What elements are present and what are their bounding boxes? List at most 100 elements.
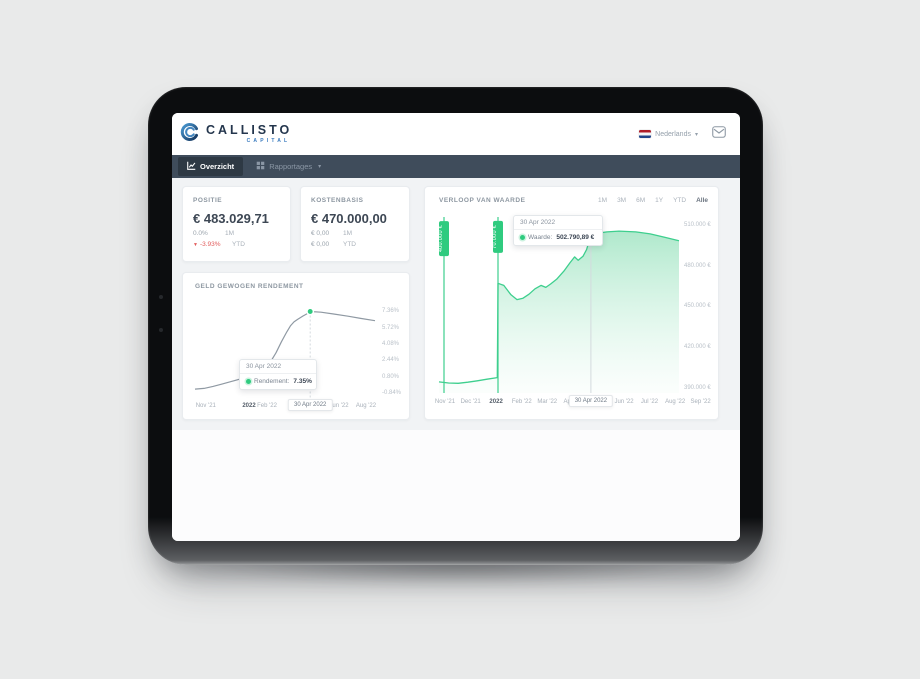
camera-icon [159,295,163,299]
series-dot-icon [246,379,251,384]
period-label: YTD [343,241,356,248]
y-axis-tick: 7.36% [382,308,400,315]
range-button-ytd[interactable]: YTD [673,197,687,204]
kostenbasis-value: € 470.000,00 [311,211,387,226]
x-axis-label: Feb '22 [511,399,532,405]
tooltip-value: 7.35% [293,378,312,385]
period-label: 1M [225,230,235,237]
x-axis-label: Aug '22 [665,399,686,405]
brand-subtitle: CAPITAL [246,138,291,145]
x-axis-label: Aug '22 [355,403,377,409]
x-axis-label: Jun '22 [614,399,634,405]
mail-icon [712,125,726,143]
y-axis-tick: 5.72% [382,324,400,331]
tooltip-label: Rendement: [254,378,290,385]
positie-ytd-change: -3.93% [199,241,221,248]
dashboard-content: POSITIE € 483.029,71 0.0% 1M ▼ -3.93% YT… [172,178,740,541]
kostenbasis-ytd-row: € 0,00 YTD [311,241,399,248]
card-title: KOSTENBASIS [311,197,364,204]
camera-sensor-dot [159,328,163,332]
tooltip-row: Rendement: 7.35% [240,374,316,389]
range-button-1y[interactable]: 1Y [655,197,664,204]
x-axis-label: Dec '21 [460,399,481,405]
x-axis-label: Nov '21 [195,403,216,409]
deposit-marker-flag: 400.000 € [438,221,450,257]
kostenbasis-ytd-change: € 0,00 [311,241,330,248]
x-axis-label: Jun '22 [329,403,349,409]
y-axis-tick: 420.000 € [684,343,711,350]
positie-ytd-row: ▼ -3.93% YTD [193,241,280,248]
range-button-6m[interactable]: 6M [636,197,646,204]
chevron-down-icon: ▾ [318,164,322,170]
brand-name: CALLISTO [206,122,293,137]
x-axis-label: Feb '22 [257,403,277,409]
chart-title: GELD GEWOGEN RENDEMENT [195,283,304,290]
netherlands-flag-icon [639,130,652,138]
y-axis-tick: 480.000 € [684,262,711,269]
rendement-tooltip: 30 Apr 2022 Rendement: 7.35% [239,359,317,390]
deposit-marker-flag: 70.000 € [492,221,504,253]
chevron-down-icon: ▾ [694,131,698,138]
grid-icon [256,161,265,172]
main-nav: Overzicht Rapportages ▾ [172,155,740,178]
y-axis-tick: 390.000 € [684,384,711,391]
positie-1m-row: 0.0% 1M [193,230,280,237]
x-axis-label: 2022 [242,403,256,409]
y-axis-tick: 2.44% [382,357,400,364]
x-axis-label: Mar '22 [537,399,558,405]
y-axis-tick: 0.80% [382,373,400,380]
range-button-3m[interactable]: 3M [617,197,627,204]
nav-item-overzicht[interactable]: Overzicht [178,157,244,176]
mail-button[interactable] [712,125,726,143]
nav-item-rapportages[interactable]: Rapportages ▾ [247,157,330,176]
x-axis-label: Nov '21 [434,399,456,405]
waarde-y-axis: 510.000 € 480.000 € 450.000 € 420.000 € 390.… [681,217,717,393]
positie-value: € 483.029,71 [193,211,269,226]
positie-card: POSITIE € 483.029,71 0.0% 1M ▼ -3.93% YT… [182,186,291,262]
rendement-y-axis: 7.36% 5.72% 4.08% 2.44% 0.80% -0.84% [379,307,409,399]
language-selector[interactable]: Nederlands ▾ [639,130,698,138]
period-label: YTD [231,241,245,248]
kostenbasis-1m-change: € 0,00 [311,230,330,237]
crosshair-date-tag: 30 Apr 2022 [568,395,614,407]
card-title: POSITIE [193,197,223,204]
tablet-frame: CALLISTO CAPITAL Nederlands ▾ [148,87,763,565]
rendement-chart-card: GELD GEWOGEN RENDEMENT 7.36% 5.72% 4.08% 2.… [182,272,410,420]
language-label: Nederlands [655,130,691,138]
callisto-logo-icon [180,122,200,147]
arrow-down-icon: ▼ [193,241,198,248]
header-actions: Nederlands ▾ [639,125,726,143]
range-button-1m[interactable]: 1M [598,197,608,204]
tooltip-date: 30 Apr 2022 [514,216,602,230]
x-axis-label: Sep '22 [690,399,711,405]
brand-logo[interactable]: CALLISTO CAPITAL [180,122,292,147]
waarde-tooltip: 30 Apr 2022 Waarde: 502.790,89 € [513,215,603,246]
kostenbasis-1m-row: € 0,00 1M [311,230,399,237]
period-label: 1M [343,230,353,237]
waarde-chart-header: VERLOOP VAN WAARDE 1M 3M 6M 1Y YTD Alle [439,197,708,204]
x-axis-label: 2022 [489,399,503,405]
app-header: CALLISTO CAPITAL Nederlands ▾ [172,113,740,155]
tooltip-value: 502.790,89 € [556,234,595,241]
tooltip-label: Waarde: [528,234,553,241]
kostenbasis-card: KOSTENBASIS € 470.000,00 € 0,00 1M € 0,0… [300,186,410,262]
waarde-chart-card: VERLOOP VAN WAARDE 1M 3M 6M 1Y YTD Alle 400.0… [424,186,719,420]
positie-1m-change: 0.0% [193,230,208,237]
nav-item-label: Overzicht [200,162,235,171]
line-chart-icon [187,161,196,172]
tooltip-date: 30 Apr 2022 [240,360,316,374]
y-axis-tick: 4.08% [382,340,400,347]
y-axis-tick: 450.000 € [684,303,711,310]
tablet-screen: CALLISTO CAPITAL Nederlands ▾ [172,113,740,541]
chart-title: VERLOOP VAN WAARDE [439,197,526,204]
x-axis-label: Jul '22 [640,399,659,405]
range-buttons: 1M 3M 6M 1Y YTD Alle [598,197,708,204]
range-button-alle[interactable]: Alle [696,197,708,204]
crosshair-date-tag: 30 Apr 2022 [288,399,333,411]
y-axis-tick: -0.84% [382,389,402,396]
tooltip-row: Waarde: 502.790,89 € [514,230,602,245]
y-axis-tick: 510.000 € [684,222,711,229]
